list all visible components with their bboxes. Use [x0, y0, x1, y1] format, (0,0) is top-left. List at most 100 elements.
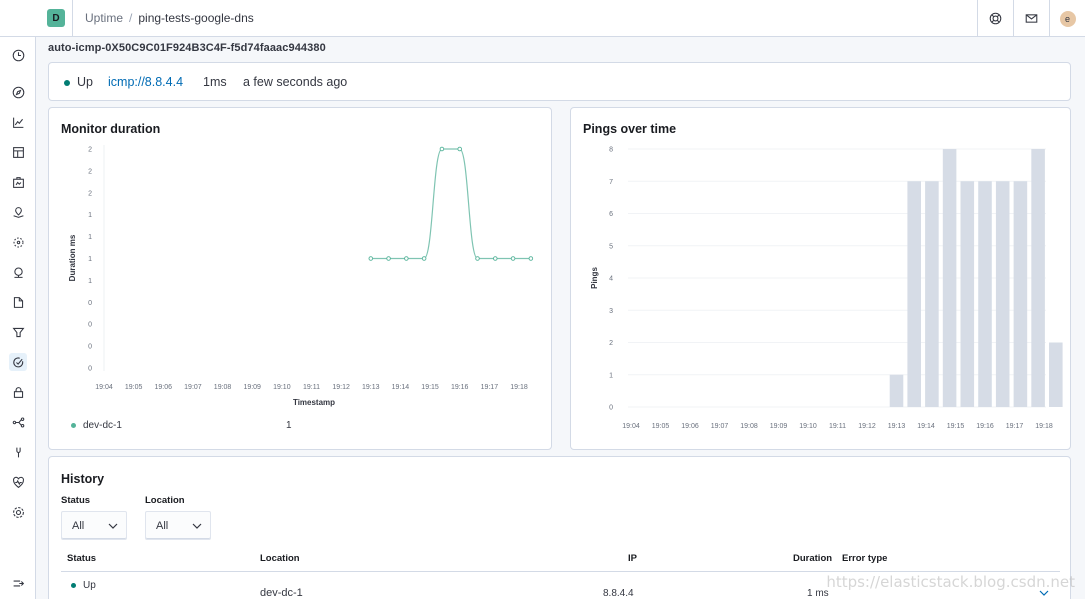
- x-axis-title: Timestamp: [293, 398, 335, 407]
- history-panel: History Status Location All All Status L…: [48, 456, 1071, 599]
- x-tick-label: 19:05: [125, 384, 143, 391]
- column-header-error-type[interactable]: Error type: [842, 553, 888, 564]
- last-checked: a few seconds ago: [243, 75, 348, 89]
- uptime-icon[interactable]: [9, 353, 27, 371]
- expand-row-icon[interactable]: [1039, 589, 1049, 597]
- header-divider: [72, 0, 73, 37]
- x-tick-label: 19:12: [858, 423, 876, 430]
- mail-icon: [1025, 14, 1038, 23]
- y-tick-label: 0: [609, 405, 613, 412]
- x-tick-label: 19:12: [332, 384, 350, 391]
- side-nav: [0, 37, 36, 599]
- y-tick-label: 4: [609, 276, 613, 283]
- y-tick-label: 2: [88, 168, 92, 175]
- column-header-ip[interactable]: IP: [628, 553, 637, 564]
- collapse-icon[interactable]: [9, 574, 27, 592]
- series-line-dev-dc-1: [370, 148, 531, 260]
- history-title: History: [61, 472, 105, 486]
- location-filter-label: Location: [145, 495, 185, 506]
- legend-dot: [71, 423, 76, 428]
- lifebuoy-icon: [989, 12, 1002, 25]
- row-location: dev-dc-1: [260, 587, 303, 599]
- x-tick-label: 19:09: [770, 423, 788, 430]
- status-dot: [64, 79, 70, 86]
- y-tick-label: 0: [88, 300, 92, 307]
- infra-icon[interactable]: [9, 263, 27, 281]
- location-filter-select[interactable]: All: [145, 511, 211, 540]
- status-text: Up: [77, 75, 93, 89]
- top-header: D Uptime / ping-tests-google-dns e: [0, 0, 1085, 37]
- apm-icon[interactable]: [9, 323, 27, 341]
- y-tick-label: 0: [88, 344, 92, 351]
- x-tick-label: 19:06: [155, 384, 173, 391]
- status-filter-select[interactable]: All: [61, 511, 127, 540]
- x-tick-label: 19:11: [303, 384, 320, 391]
- duration-chart[interactable]: Duration ms Timestamp 0 0 0 0 1 1 1 1 2 2 2 19:04 19…: [49, 108, 553, 451]
- monitor-duration: 1ms: [203, 75, 227, 89]
- ping-bar: [1031, 149, 1045, 407]
- dashboard-icon[interactable]: [9, 143, 27, 161]
- x-tick-label: 19:04: [95, 384, 113, 391]
- column-header-status[interactable]: Status: [67, 553, 97, 564]
- row-ip: 8.8.4.4: [603, 588, 634, 599]
- pings-over-time-panel: Pings over time Pings 0 1 2 3 4 5 6 7 8 19:04 19:0…: [570, 107, 1071, 450]
- y-tick-label: 1: [88, 278, 92, 285]
- maps-icon[interactable]: [9, 203, 27, 221]
- pings-chart[interactable]: Pings 0 1 2 3 4 5 6 7 8 19:04 19:05 19:06 19:07 19:08…: [571, 108, 1072, 451]
- monitor-duration-panel: Monitor duration Duration ms Timestamp 0…: [48, 107, 552, 450]
- monitor-status-bar: Up icmp://8.8.4.4 1ms a few seconds ago: [48, 62, 1071, 101]
- x-tick-label: 19:05: [652, 423, 670, 430]
- monitor-id: auto-icmp-0X50C9C01F924B3C4F-f5d74faaac9…: [48, 42, 326, 54]
- column-header-location[interactable]: Location: [260, 553, 300, 564]
- y-tick-label: 2: [609, 340, 613, 347]
- x-tick-label: 19:17: [481, 384, 499, 391]
- x-tick-label: 19:04: [622, 423, 640, 430]
- newsfeed-button[interactable]: [1013, 0, 1049, 37]
- x-tick-label: 19:16: [976, 423, 994, 430]
- canvas-icon[interactable]: [9, 173, 27, 191]
- y-tick-label: 6: [609, 211, 613, 218]
- x-tick-label: 19:10: [273, 384, 291, 391]
- visualize-icon[interactable]: [9, 113, 27, 131]
- monitor-url-link[interactable]: icmp://8.8.4.4: [108, 75, 184, 89]
- logs-icon[interactable]: [9, 293, 27, 311]
- ping-bar: [889, 374, 904, 407]
- breadcrumb-separator: /: [129, 11, 133, 25]
- y-tick-label: 0: [88, 322, 92, 329]
- management-icon[interactable]: [9, 503, 27, 521]
- space-avatar[interactable]: D: [47, 9, 65, 27]
- clock-icon[interactable]: [9, 46, 27, 64]
- help-button[interactable]: [977, 0, 1013, 37]
- x-tick-label: 19:13: [888, 423, 906, 430]
- row-status-text: Up: [83, 580, 96, 591]
- column-header-duration[interactable]: Duration: [793, 553, 833, 564]
- data-point: [457, 146, 462, 152]
- x-tick-label: 19:18: [1035, 423, 1053, 430]
- ping-bar: [1049, 342, 1063, 407]
- user-menu-button[interactable]: e: [1049, 0, 1085, 37]
- x-tick-label: 19:10: [799, 423, 817, 430]
- data-point: [368, 256, 374, 261]
- data-point: [421, 256, 427, 261]
- graph-icon[interactable]: [9, 413, 27, 431]
- x-tick-label: 19:07: [184, 384, 202, 391]
- legend-item[interactable]: dev-dc-1: [71, 420, 122, 431]
- siem-icon[interactable]: [9, 383, 27, 401]
- data-point: [404, 256, 409, 261]
- chevron-down-icon: [108, 523, 118, 529]
- row-duration: 1 ms: [807, 588, 829, 599]
- x-tick-label: 19:11: [829, 423, 846, 430]
- data-point: [439, 146, 445, 152]
- stack-monitoring-icon[interactable]: [9, 473, 27, 491]
- x-tick-label: 19:13: [362, 384, 380, 391]
- x-tick-label: 19:15: [947, 423, 965, 430]
- dev-tools-icon[interactable]: [9, 443, 27, 461]
- y-tick-label: 3: [609, 308, 613, 315]
- status-filter-label: Status: [61, 495, 91, 506]
- ml-icon[interactable]: [9, 233, 27, 251]
- select-value: All: [72, 520, 85, 532]
- breadcrumb-uptime[interactable]: Uptime: [85, 11, 124, 25]
- compass-icon[interactable]: [9, 83, 27, 101]
- y-tick-label: 1: [88, 234, 92, 241]
- panel-title: Pings over time: [583, 122, 677, 136]
